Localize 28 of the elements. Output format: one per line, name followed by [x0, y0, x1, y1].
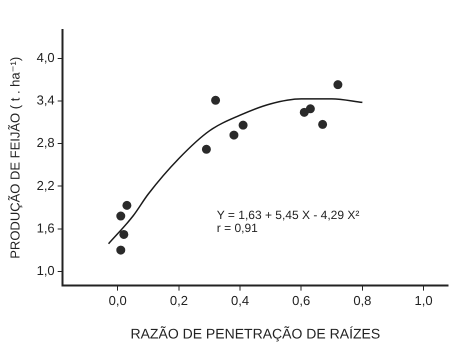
- point: [202, 144, 211, 154]
- annotation: Y = 1,63 + 5,45 X - 4,29 X²: [216, 208, 360, 222]
- point: [122, 200, 132, 210]
- point: [318, 120, 328, 129]
- x-tick-label: 0,2: [170, 292, 188, 308]
- point: [238, 120, 248, 130]
- annotation: r = 0,91: [216, 221, 258, 236]
- point: [116, 212, 126, 221]
- x-axis-title: RAZÃO DE PENETRAÇÃO DE RAÍZES: [130, 325, 380, 342]
- y-tick-label: 2,2: [36, 178, 55, 193]
- y-tick-label: 4,0: [36, 50, 55, 65]
- x-tick-label: 0,6: [292, 292, 310, 308]
- point: [119, 230, 128, 239]
- y-axis-title: PRODUÇÃO DE FEIJÃO ( t . ha⁻¹): [7, 56, 22, 259]
- point: [211, 96, 220, 105]
- y-tick-label: 1,0: [36, 262, 55, 278]
- point: [229, 130, 238, 140]
- x-tick-label: 0,8: [353, 292, 372, 308]
- y-tick-label: 1,6: [36, 220, 55, 236]
- x-tick-label: 0,4: [231, 292, 250, 308]
- x-tick-label: 0,0: [108, 292, 127, 308]
- point: [306, 104, 315, 114]
- x-tick-label: 1,0: [414, 292, 433, 308]
- y-tick-label: 2,8: [36, 135, 55, 150]
- y-tick-label: 3,4: [36, 92, 55, 108]
- line-series: [108, 98, 364, 244]
- point: [116, 246, 126, 255]
- point: [333, 80, 342, 90]
